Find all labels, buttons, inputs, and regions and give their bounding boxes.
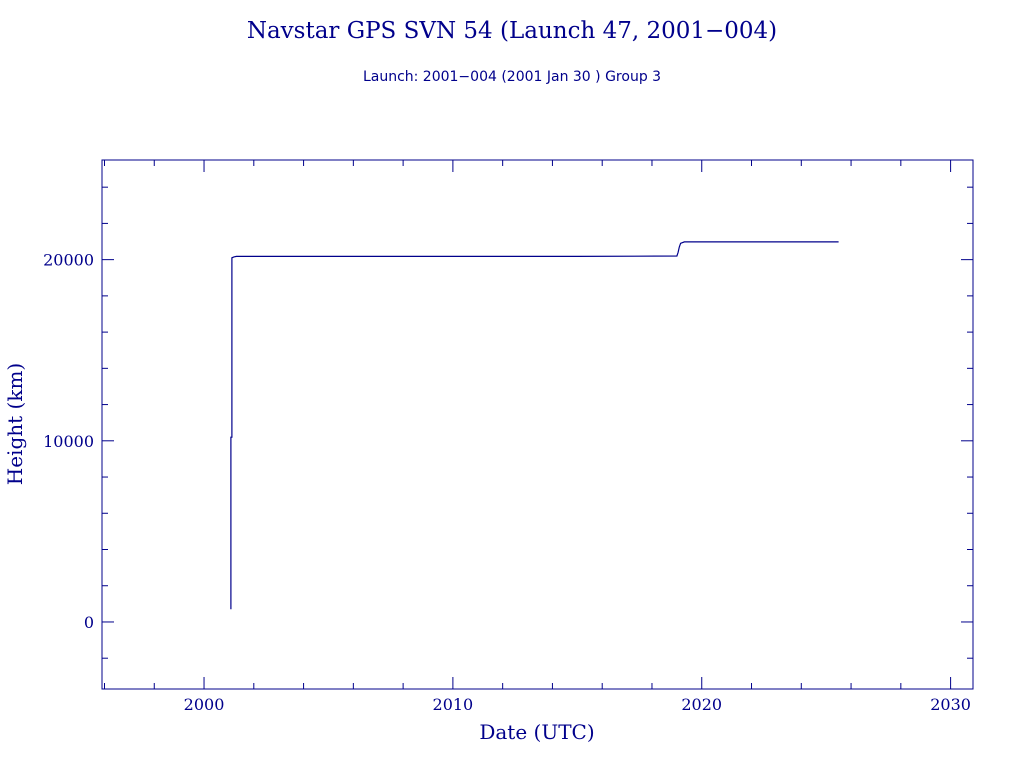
axis-ticks — [102, 160, 973, 689]
chart-title: Navstar GPS SVN 54 (Launch 47, 2001−004) — [247, 18, 777, 44]
y-tick-label: 0 — [84, 613, 94, 632]
y-tick-label: 10000 — [43, 432, 94, 451]
x-axis-label: Date (UTC) — [479, 720, 594, 744]
x-tick-label: 2030 — [930, 695, 971, 714]
x-tick-label: 2000 — [184, 695, 225, 714]
chart-subtitle: Launch: 2001−004 (2001 Jan 30 ) Group 3 — [363, 69, 661, 85]
y-tick-label: 20000 — [43, 251, 94, 270]
y-tick-labels: 0 10000 20000 — [43, 251, 94, 632]
plot-frame — [101, 159, 974, 690]
x-tick-label: 2010 — [433, 695, 474, 714]
x-tick-label: 2020 — [681, 695, 722, 714]
x-tick-labels: 2000 2010 2020 2030 — [184, 695, 971, 714]
series-line-height — [230, 241, 839, 610]
y-axis-label: Height (km) — [3, 363, 27, 485]
